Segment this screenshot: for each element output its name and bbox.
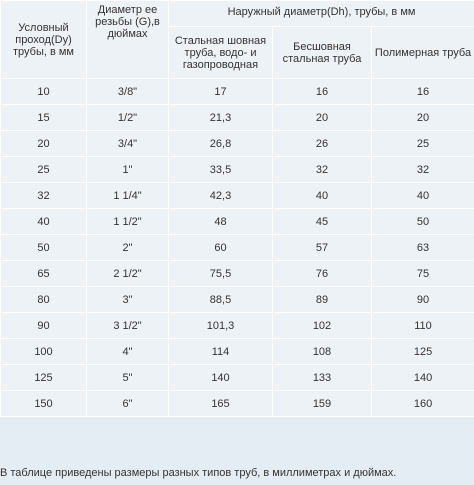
header-nominal-bore: Условный проход(Dy) трубы, в мм bbox=[0, 0, 87, 79]
cell-polymer: 25 bbox=[370, 130, 474, 157]
cell-polymer: 160 bbox=[370, 390, 474, 417]
table-row: 80 3" 88,5 89 90 bbox=[0, 286, 474, 313]
cell-seamless: 32 bbox=[272, 156, 372, 183]
table-row: 20 3/4" 26,8 26 25 bbox=[0, 130, 474, 157]
header-polymer: Полимерная труба bbox=[370, 26, 474, 79]
cell-seam: 75,5 bbox=[168, 260, 273, 287]
cell-seam: 21,3 bbox=[168, 104, 273, 131]
cell-polymer: 125 bbox=[370, 338, 474, 365]
cell-dy: 20 bbox=[0, 130, 87, 157]
cell-g: 2 1/2" bbox=[86, 260, 169, 287]
table-row: 90 3 1/2" 101,3 102 110 bbox=[0, 312, 474, 339]
table-caption: В таблице приведены размеры разных типов… bbox=[0, 467, 397, 479]
cell-dy: 150 bbox=[0, 390, 87, 417]
cell-g: 3 1/2" bbox=[86, 312, 169, 339]
header-outer-diameter: Наружный диаметр(Dh), трубы, в мм bbox=[167, 0, 474, 27]
cell-seam: 42,3 bbox=[168, 182, 273, 209]
cell-polymer: 75 bbox=[370, 260, 474, 287]
table-row: 100 4" 114 108 125 bbox=[0, 338, 474, 365]
cell-seamless: 16 bbox=[272, 78, 372, 105]
cell-polymer: 20 bbox=[370, 104, 474, 131]
cell-polymer: 32 bbox=[370, 156, 474, 183]
cell-seamless: 45 bbox=[272, 208, 372, 235]
cell-g: 1 1/2" bbox=[86, 208, 169, 235]
cell-g: 3" bbox=[86, 286, 169, 313]
cell-dy: 10 bbox=[0, 78, 87, 105]
header-seamless-steel: Бесшовная стальная труба bbox=[272, 26, 372, 79]
cell-dy: 125 bbox=[0, 364, 87, 391]
cell-seamless: 40 bbox=[272, 182, 372, 209]
table-row: 32 1 1/4" 42,3 40 40 bbox=[0, 182, 474, 209]
cell-polymer: 50 bbox=[370, 208, 474, 235]
cell-seam: 60 bbox=[168, 234, 273, 261]
cell-seamless: 57 bbox=[272, 234, 372, 261]
cell-seamless: 20 bbox=[272, 104, 372, 131]
cell-g: 3/8" bbox=[86, 78, 169, 105]
cell-seamless: 133 bbox=[272, 364, 372, 391]
cell-g: 6" bbox=[86, 390, 169, 417]
cell-seam: 101,3 bbox=[168, 312, 273, 339]
cell-g: 2" bbox=[86, 234, 169, 261]
cell-seam: 33,5 bbox=[168, 156, 273, 183]
cell-g: 1 1/4" bbox=[86, 182, 169, 209]
pipe-dimensions-table: Условный проход(Dy) трубы, в мм Диаметр … bbox=[0, 0, 474, 417]
table-row: 50 2" 60 57 63 bbox=[0, 234, 474, 261]
table-row: 25 1" 33,5 32 32 bbox=[0, 156, 474, 183]
cell-g: 4" bbox=[86, 338, 169, 365]
cell-polymer: 90 bbox=[370, 286, 474, 313]
cell-dy: 15 bbox=[0, 104, 87, 131]
table-row: 150 6" 165 159 160 bbox=[0, 390, 474, 417]
cell-dy: 40 bbox=[0, 208, 87, 235]
header-seam-steel: Стальная шовная труба, водо- и газопрово… bbox=[168, 26, 273, 79]
cell-dy: 32 bbox=[0, 182, 87, 209]
cell-seam: 140 bbox=[168, 364, 273, 391]
cell-polymer: 63 bbox=[370, 234, 474, 261]
cell-dy: 50 bbox=[0, 234, 87, 261]
cell-dy: 80 bbox=[0, 286, 87, 313]
cell-dy: 100 bbox=[0, 338, 87, 365]
cell-dy: 25 bbox=[0, 156, 87, 183]
cell-seamless: 102 bbox=[272, 312, 372, 339]
cell-g: 1/2" bbox=[86, 104, 169, 131]
cell-seam: 48 bbox=[168, 208, 273, 235]
table-row: 10 3/8" 17 16 16 bbox=[0, 78, 474, 105]
cell-seam: 165 bbox=[168, 390, 273, 417]
cell-polymer: 40 bbox=[370, 182, 474, 209]
cell-seam: 26,8 bbox=[168, 130, 273, 157]
cell-polymer: 16 bbox=[370, 78, 474, 105]
table-row: 125 5" 140 133 140 bbox=[0, 364, 474, 391]
cell-polymer: 110 bbox=[370, 312, 474, 339]
cell-seamless: 89 bbox=[272, 286, 372, 313]
cell-seamless: 108 bbox=[272, 338, 372, 365]
cell-g: 1" bbox=[86, 156, 169, 183]
table-row: 40 1 1/2" 48 45 50 bbox=[0, 208, 474, 235]
cell-seam: 114 bbox=[168, 338, 273, 365]
cell-g: 5" bbox=[86, 364, 169, 391]
table-row: 15 1/2" 21,3 20 20 bbox=[0, 104, 474, 131]
table-body: 10 3/8" 17 16 16 15 1/2" 21,3 20 20 20 3/4" 26,8 26 25… bbox=[0, 78, 474, 417]
cell-dy: 65 bbox=[0, 260, 87, 287]
header-thread-diameter: Диаметр ее резьбы (G),в дюймах bbox=[86, 0, 169, 79]
cell-seamless: 159 bbox=[272, 390, 372, 417]
cell-seam: 17 bbox=[168, 78, 273, 105]
cell-g: 3/4" bbox=[86, 130, 169, 157]
cell-dy: 90 bbox=[0, 312, 87, 339]
cell-seamless: 26 bbox=[272, 130, 372, 157]
table-row: 65 2 1/2" 75,5 76 75 bbox=[0, 260, 474, 287]
cell-seamless: 76 bbox=[272, 260, 372, 287]
cell-polymer: 140 bbox=[370, 364, 474, 391]
cell-seam: 88,5 bbox=[168, 286, 273, 313]
